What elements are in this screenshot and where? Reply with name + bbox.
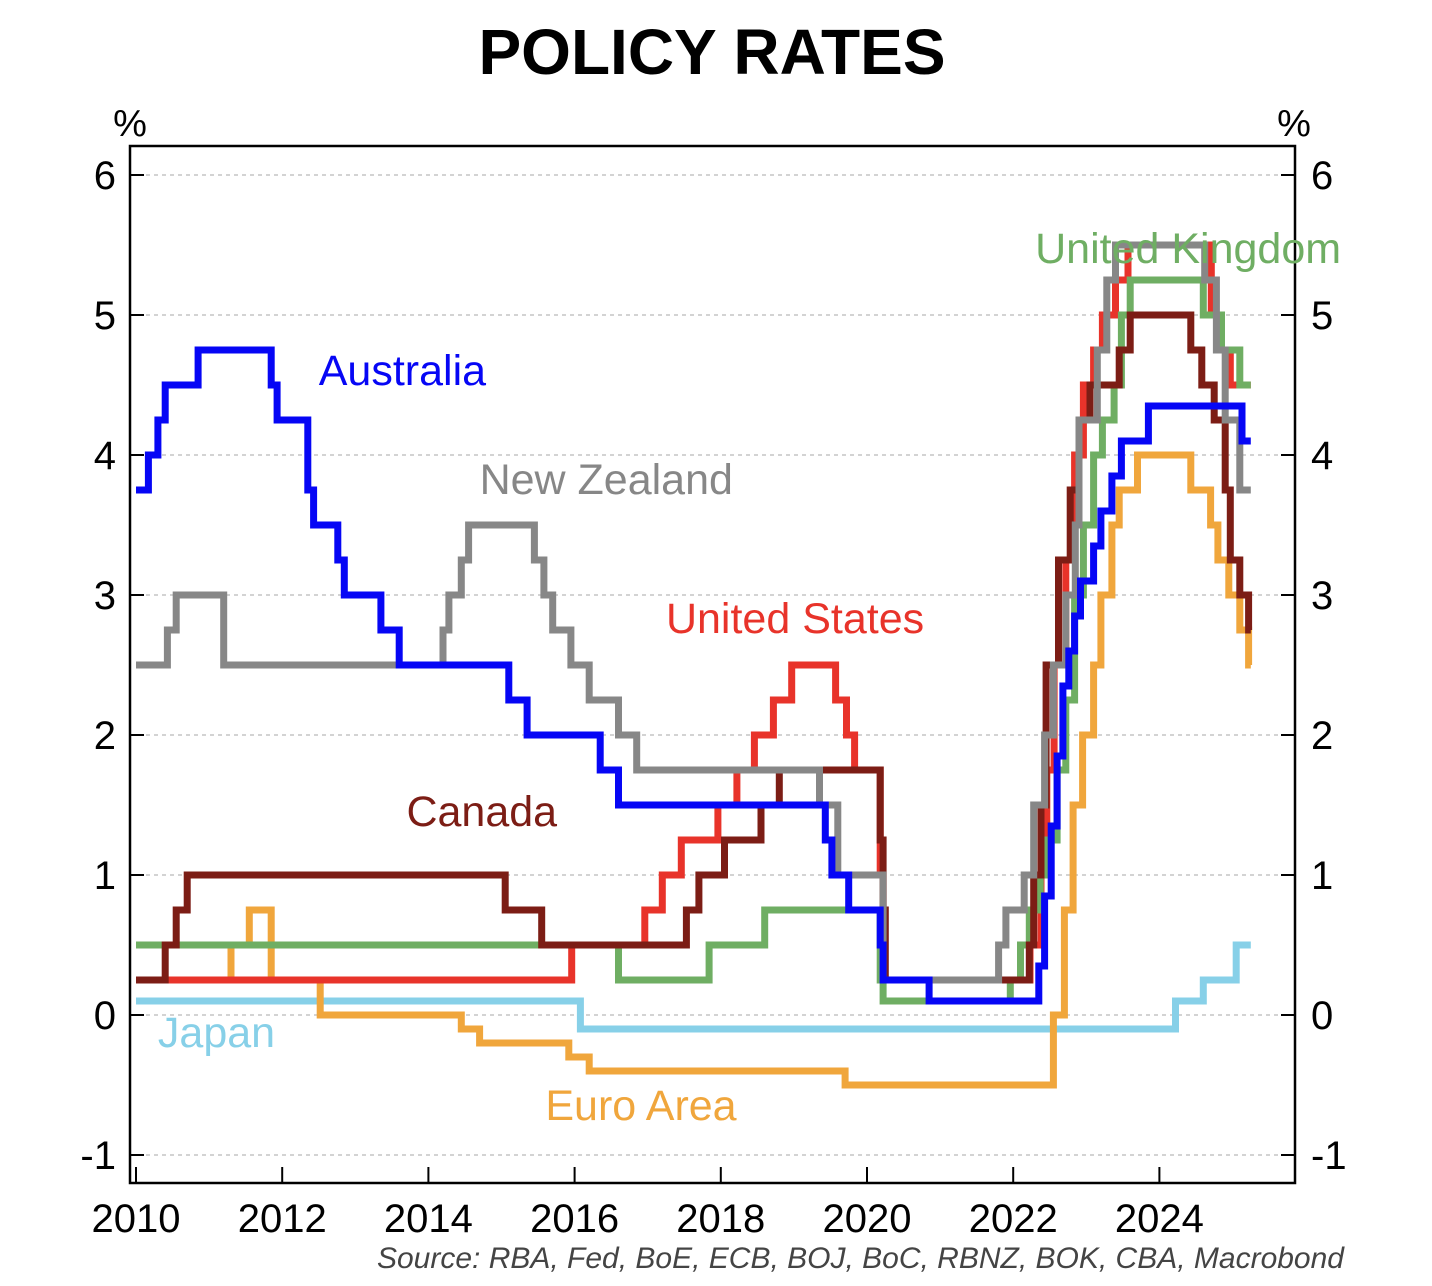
- y-tick-label-left: 6: [94, 154, 116, 198]
- y-tick-label-left: 1: [94, 854, 116, 898]
- y-tick-label-left: 2: [94, 714, 116, 758]
- y-tick-label-right: -1: [1311, 1134, 1347, 1178]
- series-lines: [136, 241, 1253, 1089]
- y-tick-label-left: -1: [80, 1134, 116, 1178]
- y-tick-label-left: 5: [94, 294, 116, 338]
- series-label-australia: Australia: [319, 347, 486, 395]
- series-label-euro-area: Euro Area: [545, 1082, 736, 1130]
- y-tick-label-left: 4: [94, 434, 116, 478]
- x-tick-label: 2020: [823, 1197, 912, 1241]
- y-tick-label-left: 3: [94, 574, 116, 618]
- series-label-united-kingdom: United Kingdom: [1035, 225, 1341, 273]
- chart-title: POLICY RATES: [478, 16, 945, 88]
- y-tick-label-right: 4: [1311, 434, 1333, 478]
- plot-frame: [128, 144, 1297, 1185]
- series-label-japan: Japan: [158, 1009, 275, 1057]
- x-tick-label: 2022: [969, 1197, 1058, 1241]
- x-tick-label: 2010: [92, 1197, 181, 1241]
- x-tick-label: 2014: [384, 1197, 473, 1241]
- series-line-australia: [136, 346, 1251, 1005]
- x-tick-label: 2024: [1115, 1197, 1204, 1241]
- series-line-euro-area: [136, 451, 1253, 1089]
- series-line-japan: [136, 941, 1251, 1033]
- series-line-canada: [136, 311, 1253, 984]
- y-axis-unit-right: %: [1277, 103, 1311, 145]
- y-tick-label-right: 1: [1311, 854, 1333, 898]
- y-tick-label-right: 3: [1311, 574, 1333, 618]
- series-label-new-zealand: New Zealand: [480, 456, 733, 504]
- y-tick-label-right: 0: [1311, 994, 1333, 1038]
- series-label-canada: Canada: [406, 788, 557, 836]
- x-tick-label: 2018: [676, 1197, 765, 1241]
- y-axis-unit-left: %: [113, 103, 147, 145]
- series-labels: United Kingdom Australia New Zealand United…: [158, 225, 1341, 1130]
- y-tick-label-right: 2: [1311, 714, 1333, 758]
- x-tick-label: 2016: [530, 1197, 619, 1241]
- series-label-united-states: United States: [666, 595, 924, 643]
- axis-ticks: -1 -1 0 0 1 1 2 2 3 3 4 4 5 5 6 6 2010 2012 2014 2016 2018 20…: [80, 154, 1346, 1241]
- y-tick-label-right: 6: [1311, 154, 1333, 198]
- y-tick-label-right: 5: [1311, 294, 1333, 338]
- x-tick-label: 2012: [238, 1197, 327, 1241]
- y-tick-label-left: 0: [94, 994, 116, 1038]
- source-note: Source: RBA, Fed, BoE, ECB, BOJ, BoC, RB…: [377, 1242, 1345, 1275]
